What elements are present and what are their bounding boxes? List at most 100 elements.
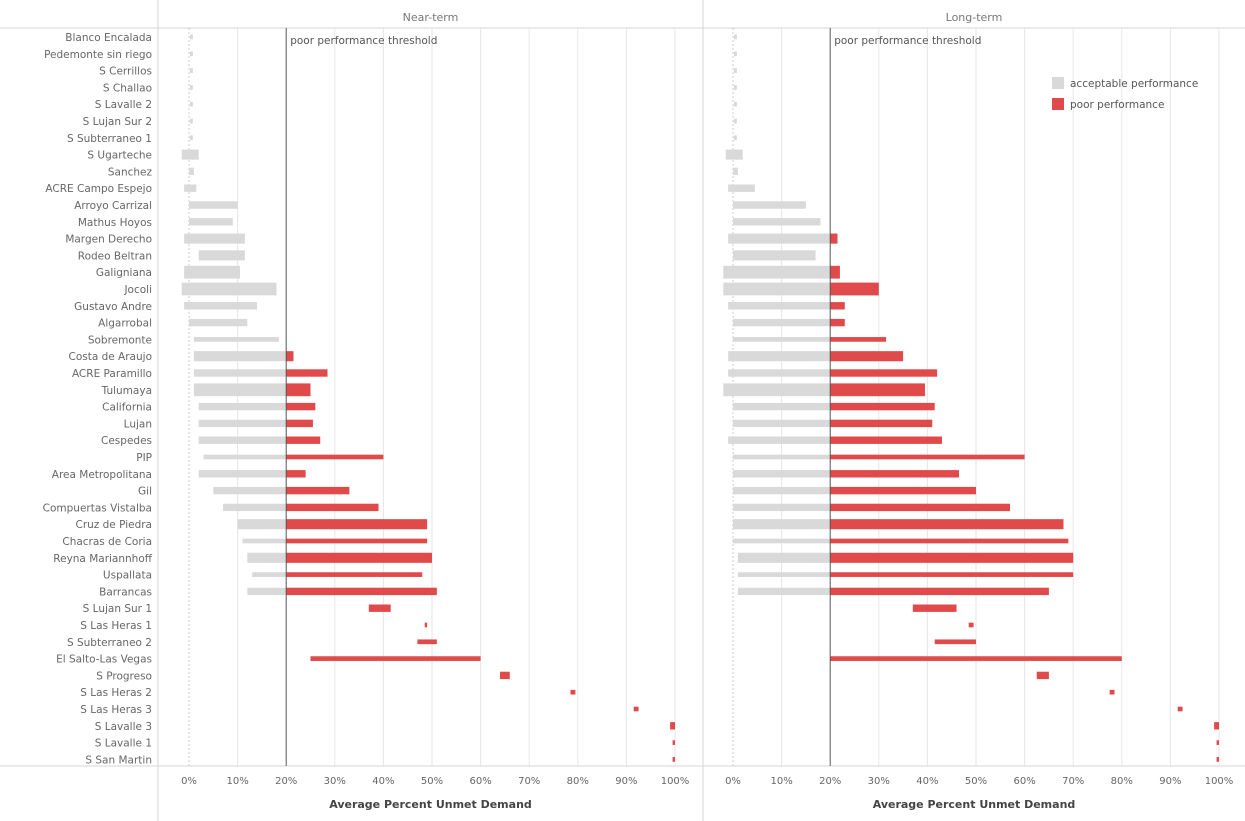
- bar-poor-s-las-heras-1: [424, 622, 428, 628]
- bar-poor-gustavo-andre: [830, 302, 845, 310]
- category-label-acre-paramillo: ACRE Paramillo: [72, 368, 152, 380]
- x-tick-label: 50%: [965, 776, 987, 787]
- bar-acceptable-gustavo-andre: [184, 302, 258, 310]
- category-label-s-lavalle-1: S Lavalle 1: [95, 738, 152, 750]
- bar-acceptable-sobremonte: [733, 337, 831, 342]
- bar-acceptable-galigniana: [184, 265, 241, 279]
- bar-poor-jocoli: [830, 282, 879, 296]
- bar-poor-s-las-heras-1: [968, 622, 974, 628]
- bar-acceptable-acre-paramillo: [728, 369, 831, 377]
- x-tick-label: 70%: [1062, 776, 1084, 787]
- category-label-pip: PIP: [136, 452, 152, 464]
- bar-poor-barrancas: [286, 587, 437, 596]
- x-tick-label: 20%: [275, 776, 297, 787]
- bar-poor-cruz-de-piedra: [286, 519, 428, 530]
- category-label-sanchez: Sanchez: [108, 166, 153, 178]
- x-tick-label: 0%: [181, 776, 197, 787]
- bar-acceptable-costa-de-araujo: [728, 351, 831, 362]
- bar-acceptable-arroyo-carrizal: [733, 201, 806, 209]
- gridlines: [732, 28, 1220, 766]
- bar-acceptable-pip: [733, 454, 831, 460]
- x-tick-label: 0%: [725, 776, 741, 787]
- bar-poor-s-lujan-sur-1: [912, 604, 957, 612]
- bar-acceptable-arroyo-carrizal: [189, 201, 238, 209]
- bar-acceptable-uspallata: [737, 572, 831, 577]
- category-label-s-challao: S Challao: [103, 82, 152, 94]
- bar-acceptable-california: [733, 402, 831, 411]
- bar-poor-gil: [830, 486, 976, 495]
- x-tick-label: 90%: [615, 776, 637, 787]
- bar-poor-acre-paramillo: [286, 369, 328, 377]
- bar-acceptable-lujan: [733, 419, 831, 428]
- bar-acceptable-pedemonte-sin-riego: [189, 51, 193, 57]
- category-label-gil: Gil: [138, 486, 152, 498]
- category-label-chacras-de-coria: Chacras de Coria: [62, 536, 152, 548]
- bar-poor-galigniana: [830, 265, 840, 279]
- bar-acceptable-reyna-mariannhoff: [247, 552, 287, 563]
- bar-acceptable-compuertas-vistalba: [223, 503, 287, 512]
- long-term-threshold-label: poor performance threshold: [834, 35, 981, 47]
- category-label-uspallata: Uspallata: [103, 570, 152, 582]
- category-label-mathus-hoyos: Mathus Hoyos: [78, 217, 152, 229]
- bar-acceptable-s-subterraneo-1: [733, 135, 737, 141]
- bar-acceptable-chacras-de-coria: [733, 538, 831, 544]
- x-tick-label: 70%: [518, 776, 540, 787]
- bar-acceptable-s-lavalle-2: [733, 101, 737, 107]
- bar-acceptable-acre-campo-espejo: [184, 184, 197, 192]
- category-label-algarrobal: Algarrobal: [98, 318, 152, 330]
- bar-poor-pip: [286, 454, 384, 460]
- x-tick-label: 40%: [372, 776, 394, 787]
- bar-poor-gil: [286, 486, 350, 495]
- category-label-s-progreso: S Progreso: [96, 670, 152, 682]
- bar-poor-area-metropolitana: [286, 470, 306, 478]
- category-label-arroyo-carrizal: Arroyo Carrizal: [74, 200, 152, 212]
- category-label-s-subterraneo-2: S Subterraneo 2: [67, 637, 152, 649]
- legend-swatch-poor: [1052, 98, 1064, 110]
- bar-acceptable-s-cerrillos: [733, 68, 737, 73]
- x-tick-label: 100%: [661, 776, 690, 787]
- bars: [181, 34, 675, 762]
- bar-acceptable-area-metropolitana: [733, 470, 831, 478]
- long-term-title: Long-term: [946, 11, 1003, 24]
- category-label-s-san-martin: S San Martin: [85, 754, 152, 766]
- category-label-s-las-heras-1: S Las Heras 1: [80, 620, 152, 632]
- category-label-california: California: [102, 402, 152, 414]
- bar-acceptable-sanchez: [189, 167, 194, 176]
- category-label-s-las-heras-2: S Las Heras 2: [80, 687, 152, 699]
- x-tick-label: 10%: [770, 776, 792, 787]
- category-label-s-lujan-sur-1: S Lujan Sur 1: [83, 603, 152, 615]
- bar-acceptable-cespedes: [198, 436, 287, 444]
- category-label-tulumaya: Tulumaya: [101, 385, 152, 397]
- category-label-s-subterraneo-1: S Subterraneo 1: [67, 133, 152, 145]
- category-label-galigniana: Galigniana: [96, 267, 152, 279]
- category-label-reyna-mariannhoff: Reyna Mariannhoff: [53, 553, 152, 565]
- category-label-s-cerrillos: S Cerrillos: [99, 66, 152, 78]
- long-term-panel: Long-term poor performance threshold Ave…: [723, 11, 1233, 811]
- bar-poor-pip: [830, 454, 1025, 460]
- x-tick-label: 40%: [916, 776, 938, 787]
- bar-acceptable-tulumaya: [723, 383, 831, 397]
- bar-acceptable-gustavo-andre: [728, 302, 831, 310]
- bar-poor-s-las-heras-2: [1109, 689, 1115, 695]
- bar-poor-california: [286, 402, 316, 411]
- near-term-title: Near-term: [403, 11, 459, 24]
- bar-poor-s-progreso: [500, 671, 510, 680]
- bar-poor-s-lavalle-1: [1216, 740, 1219, 745]
- bar-poor-sobremonte: [830, 337, 887, 342]
- legend-swatch-acceptable: [1052, 77, 1064, 89]
- legend: acceptable performance poor performance: [1052, 77, 1198, 111]
- category-label-s-lavalle-2: S Lavalle 2: [95, 99, 152, 111]
- bar-poor-cruz-de-piedra: [830, 519, 1064, 530]
- bar-poor-tulumaya: [286, 383, 311, 397]
- bar-acceptable-pedemonte-sin-riego: [733, 51, 737, 57]
- bar-acceptable-compuertas-vistalba: [733, 503, 831, 512]
- category-label-el-salto-las-vegas: El Salto-Las Vegas: [56, 654, 152, 666]
- bar-poor-s-las-heras-3: [1177, 706, 1183, 712]
- bar-acceptable-rodeo-beltran: [733, 250, 816, 261]
- x-tick-label: 10%: [226, 776, 248, 787]
- category-label-cespedes: Cespedes: [101, 435, 152, 447]
- x-tick-label: 80%: [567, 776, 589, 787]
- x-tick-label: 60%: [469, 776, 491, 787]
- category-label-costa-de-araujo: Costa de Araujo: [68, 351, 152, 363]
